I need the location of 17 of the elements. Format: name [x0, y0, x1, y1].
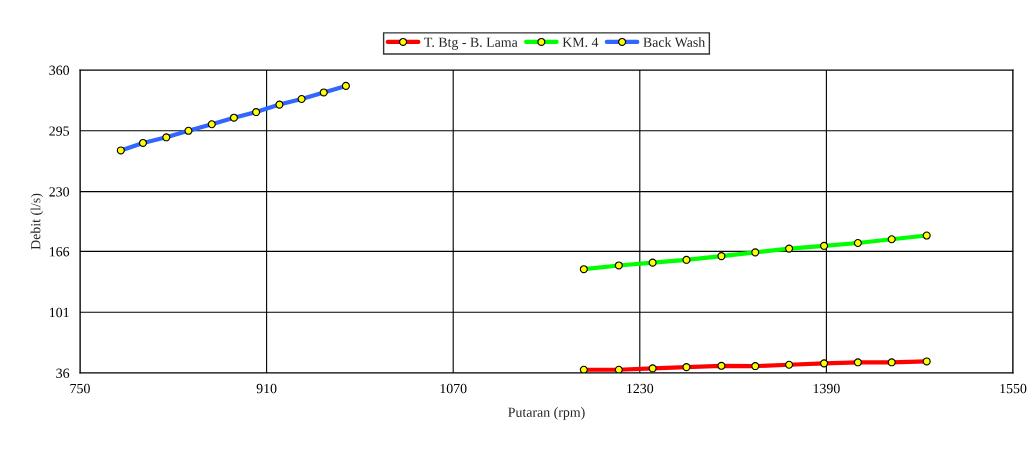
- x-tick-label: 1390: [813, 383, 840, 394]
- y-tick-label: 36: [56, 368, 70, 378]
- y-tick-label: 101: [49, 307, 69, 318]
- x-tick-label: 1230: [627, 383, 654, 394]
- x-tick-label: 1550: [1000, 383, 1027, 394]
- y-tick-label: 166: [49, 247, 70, 257]
- x-tick-label: 910: [256, 383, 277, 394]
- y-tick-label: 230: [49, 187, 70, 197]
- y-tick-label: 360: [49, 65, 70, 75]
- legend-label: KM. 4: [562, 37, 599, 47]
- x-tick-label: 750: [70, 383, 90, 394]
- legend-label: T. Btg - B. Lama: [424, 37, 518, 50]
- x-tick-label: 1070: [440, 383, 467, 394]
- y-tick-label: 295: [49, 126, 70, 136]
- x-axis-title: Putaran (rpm): [508, 407, 585, 420]
- y-axis-title: Debit (l/s): [30, 193, 44, 250]
- legend-label: Back Wash: [643, 37, 706, 48]
